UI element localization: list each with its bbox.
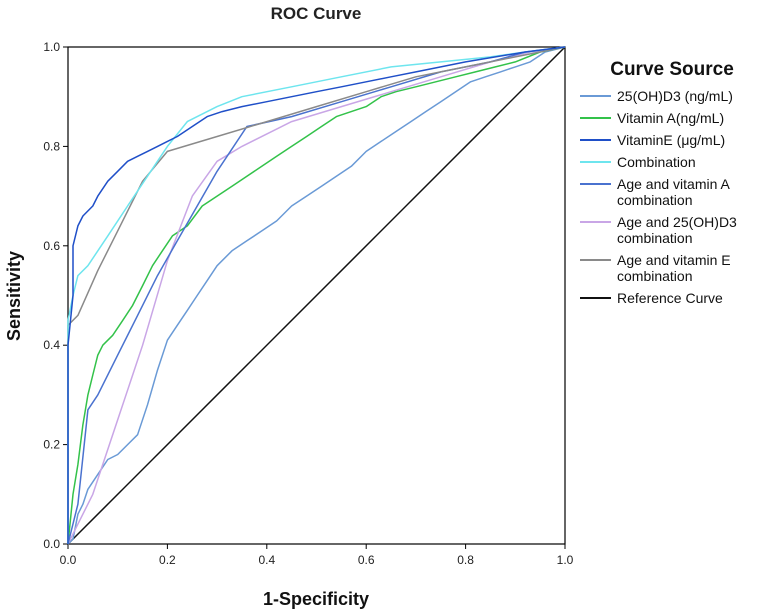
x-tick-label: 0.2 — [159, 553, 176, 567]
legend-label: combination — [617, 230, 693, 246]
legend-item-vitamine-g-ml: VitaminE (μg/mL) — [580, 132, 725, 148]
series-line-vitamine-g-ml — [67, 46, 566, 544]
y-axis-label: Sensitivity — [4, 251, 24, 341]
y-tick-label: 1.0 — [43, 40, 60, 54]
x-axis-ticks: 0.0 0.2 0.4 0.6 0.8 1.0 — [60, 544, 574, 567]
legend-item-combination: Combination — [580, 154, 696, 170]
y-tick-label: 0.0 — [43, 537, 60, 551]
x-tick-label: 0.0 — [60, 553, 77, 567]
legend-label: Combination — [617, 154, 696, 170]
legend-label: 25(OH)D3 (ng/mL) — [617, 88, 733, 104]
series-line-25-oh-d3-ng-ml — [67, 46, 566, 545]
y-tick-label: 0.6 — [43, 239, 60, 253]
legend-item-reference-curve: Reference Curve — [580, 290, 723, 306]
y-tick-label: 0.2 — [43, 438, 60, 452]
chart-title: ROC Curve — [271, 4, 362, 23]
x-tick-label: 0.8 — [457, 553, 474, 567]
legend-label: Age and 25(OH)D3 — [617, 214, 737, 230]
y-tick-label: 0.8 — [43, 139, 60, 153]
plot-area: 0.0 0.2 0.4 0.6 0.8 1.0 0.0 0.2 0.4 0.6 0.8 1.0 — [43, 40, 573, 567]
legend-label: Reference Curve — [617, 290, 723, 306]
series-line-vitamin-a-ng-ml — [67, 46, 566, 545]
series-lines — [67, 46, 566, 545]
legend-label: Age and vitamin E — [617, 252, 731, 268]
legend-item-vitamin-a-ng-ml: Vitamin A(ng/mL) — [580, 110, 724, 126]
series-line-age-and-vitamin-e-combination — [67, 46, 566, 544]
x-tick-label: 0.6 — [358, 553, 375, 567]
legend-label: Vitamin A(ng/mL) — [617, 110, 724, 126]
legend-label: Age and vitamin A — [617, 176, 731, 192]
x-tick-label: 1.0 — [557, 553, 574, 567]
legend-label: combination — [617, 268, 693, 284]
x-tick-label: 0.4 — [258, 553, 275, 567]
legend-label: VitaminE (μg/mL) — [617, 132, 725, 148]
legend-title: Curve Source — [610, 59, 734, 80]
y-axis-ticks: 0.0 0.2 0.4 0.6 0.8 1.0 — [43, 40, 68, 551]
series-line-combination — [67, 46, 566, 544]
legend-item-25-oh-d3-ng-ml: 25(OH)D3 (ng/mL) — [580, 88, 733, 104]
legend: Curve Source 25(OH)D3 (ng/mL) Vitamin A(n… — [580, 59, 737, 306]
series-line-reference-curve — [67, 46, 566, 545]
legend-label: combination — [617, 192, 693, 208]
x-axis-label: 1-Specificity — [263, 589, 369, 609]
y-tick-label: 0.4 — [43, 338, 60, 352]
